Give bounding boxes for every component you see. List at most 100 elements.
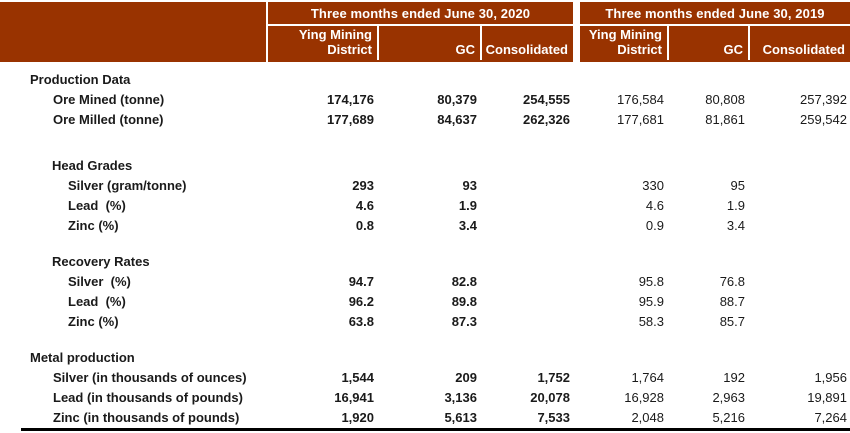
row-label: Zinc (%) (68, 218, 119, 233)
value-2019-consolidated (748, 216, 850, 236)
value-2020-ying-mining-district: 63.8 (348, 314, 374, 329)
subheader-row-2020: Ying Mining District GC Consolidated (268, 26, 573, 60)
table-row: Silver (in thousands of ounces) 1,544 209 1… (0, 368, 850, 388)
table-row: Zinc (%) 0.8 3.4 0.9 3.4 (0, 216, 850, 236)
value-2019-gc: 88.7 (719, 294, 745, 309)
column-header-2019-gc: GC (667, 26, 748, 60)
value-2020-ying-mining-district: 16,941 (334, 390, 374, 405)
value-2019-ying-mining-district: 0.9 (645, 218, 664, 233)
value-2020-ying-mining-district: 177,689 (327, 112, 374, 127)
value-2020-gc: 3,136 (444, 390, 477, 405)
row-label: Lead (in thousands of pounds) (53, 390, 243, 405)
value-2019-gc: 80,808 (705, 92, 745, 107)
value-2019-consolidated: 7,264 (814, 410, 847, 425)
table-row: Silver (gram/tonne) 293 93 330 95 (0, 176, 850, 196)
value-2019-ying-mining-district: 95.8 (638, 274, 664, 289)
value-2020-gc: 3.4 (458, 218, 477, 233)
column-gap (573, 408, 580, 428)
column-gap (573, 110, 580, 130)
table-bottom-rule (21, 428, 850, 431)
section-title-row: Metal production (0, 348, 850, 368)
value-2019-consolidated: 259,542 (800, 112, 847, 127)
value-2020-consolidated (480, 176, 573, 196)
row-label: Silver (%) (68, 274, 131, 289)
period-title-2020: Three months ended June 30, 2020 (268, 2, 573, 26)
value-2019-consolidated (748, 312, 850, 332)
row-label: Ore Mined (tonne) (53, 92, 165, 107)
column-gap (573, 90, 580, 110)
value-2019-ying-mining-district: 16,928 (624, 390, 664, 405)
header-label-spacer (0, 2, 266, 62)
value-2020-consolidated (480, 292, 573, 312)
row-label: Ore Milled (tonne) (53, 112, 164, 127)
value-2020-consolidated: 20,078 (530, 390, 570, 405)
value-2020-ying-mining-district: 96.2 (348, 294, 374, 309)
column-gap (573, 388, 580, 408)
value-2020-gc: 80,379 (437, 92, 477, 107)
section-title-row: Production Data (0, 70, 850, 90)
table-row: Ore Mined (tonne) 174,176 80,379 254,555 176… (0, 90, 850, 110)
column-gap (573, 312, 580, 332)
table-section: Recovery Rates Silver (%) 94.7 82.8 95.8 76.8… (0, 252, 850, 332)
row-label: Zinc (%) (68, 314, 119, 329)
value-2020-ying-mining-district: 4.6 (355, 198, 374, 213)
section-title: Metal production (30, 350, 135, 365)
table-row: Zinc (in thousands of pounds) 1,920 5,613 7… (0, 408, 850, 428)
header-period-gap (573, 2, 580, 62)
table-body: Production Data Ore Mined (tonne) 174,176 8… (0, 70, 850, 428)
table-row: Lead (in thousands of pounds) 16,941 3,136… (0, 388, 850, 408)
row-label: Zinc (in thousands of pounds) (53, 410, 240, 425)
column-gap (573, 176, 580, 196)
section-title: Head Grades (52, 158, 133, 173)
value-2020-gc: 82.8 (451, 274, 477, 289)
value-2020-consolidated (480, 272, 573, 292)
value-2019-gc: 1.9 (726, 198, 745, 213)
value-2019-consolidated (748, 176, 850, 196)
column-header-2019-ying-mining-district: Ying Mining District (588, 27, 662, 57)
value-2020-ying-mining-district: 293 (352, 178, 374, 193)
value-2019-gc: 2,963 (712, 390, 745, 405)
column-header-2020-gc: GC (377, 26, 480, 60)
value-2020-ying-mining-district: 94.7 (348, 274, 374, 289)
value-2020-ying-mining-district: 174,176 (327, 92, 374, 107)
column-header-2020-ying-mining-district: Ying Mining District (298, 27, 372, 57)
value-2020-consolidated: 1,752 (537, 370, 570, 385)
value-2020-consolidated: 262,326 (523, 112, 570, 127)
value-2020-gc: 84,637 (437, 112, 477, 127)
section-title: Production Data (30, 72, 131, 87)
value-2020-ying-mining-district: 0.8 (355, 218, 374, 233)
row-label: Silver (gram/tonne) (68, 178, 187, 193)
value-2019-ying-mining-district: 1,764 (631, 370, 664, 385)
value-2019-gc: 95 (730, 178, 745, 193)
value-2019-consolidated: 19,891 (807, 390, 847, 405)
value-2019-ying-mining-district: 176,584 (617, 92, 664, 107)
header-period-2020: Three months ended June 30, 2020 Ying Mi… (266, 2, 573, 62)
subheader-row-2019: Ying Mining District GC Consolidated (580, 26, 850, 60)
table-section: Production Data Ore Mined (tonne) 174,176 8… (0, 70, 850, 130)
value-2019-consolidated: 257,392 (800, 92, 847, 107)
header-period-2019: Three months ended June 30, 2019 Ying Mi… (580, 2, 850, 62)
value-2019-consolidated (748, 196, 850, 216)
table-header: Three months ended June 30, 2020 Ying Mi… (0, 2, 850, 62)
row-label: Silver (in thousands of ounces) (53, 370, 247, 385)
value-2020-consolidated: 254,555 (523, 92, 570, 107)
table-row: Lead (%) 4.6 1.9 4.6 1.9 (0, 196, 850, 216)
value-2020-consolidated (480, 216, 573, 236)
value-2019-gc: 81,861 (705, 112, 745, 127)
value-2019-consolidated (748, 292, 850, 312)
row-label: Lead (%) (68, 294, 126, 309)
value-2019-ying-mining-district: 58.3 (638, 314, 664, 329)
period-title-2019: Three months ended June 30, 2019 (580, 2, 850, 26)
value-2019-gc: 3.4 (726, 218, 745, 233)
value-2020-consolidated (480, 312, 573, 332)
value-2019-ying-mining-district: 4.6 (645, 198, 664, 213)
value-2019-ying-mining-district: 330 (642, 178, 664, 193)
value-2019-ying-mining-district: 177,681 (617, 112, 664, 127)
value-2020-gc: 89.8 (451, 294, 477, 309)
table-row: Lead (%) 96.2 89.8 95.9 88.7 (0, 292, 850, 312)
value-2020-gc: 1.9 (458, 198, 477, 213)
value-2019-gc: 192 (723, 370, 745, 385)
section-title: Recovery Rates (52, 254, 150, 269)
column-gap (573, 272, 580, 292)
